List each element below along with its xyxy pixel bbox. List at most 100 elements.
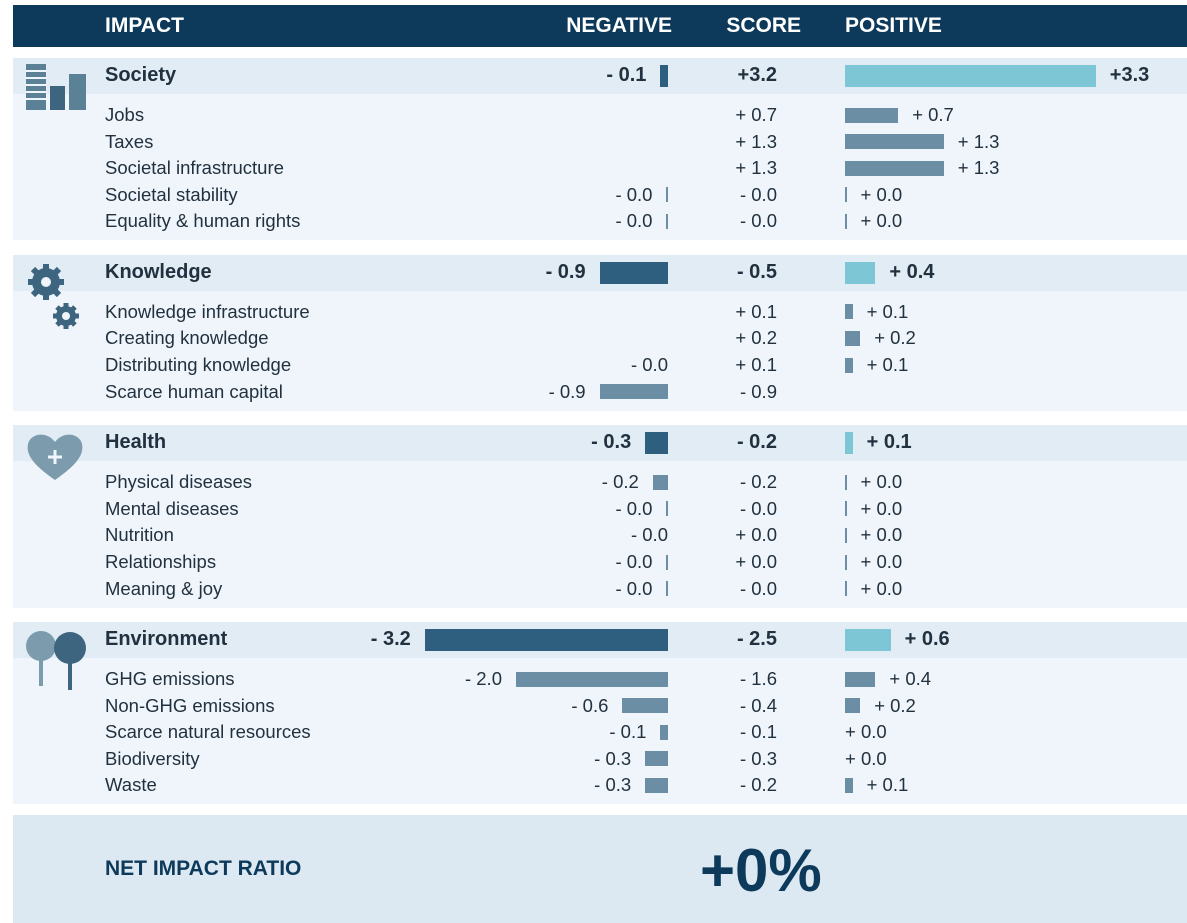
score: + 0.1 xyxy=(735,300,777,322)
negative-label: - 0.1 xyxy=(609,721,647,743)
positive-bar xyxy=(845,581,847,597)
item-name: Knowledge infrastructure xyxy=(105,300,310,322)
negative-label: - 0.0 xyxy=(615,210,653,232)
negative-bar xyxy=(599,384,668,400)
item-name: Meaning & joy xyxy=(105,577,223,599)
negative-bar xyxy=(652,474,668,490)
positive-label: +3.3 xyxy=(1109,64,1150,86)
score: - 0.4 xyxy=(739,694,777,716)
negative-bar xyxy=(666,187,668,203)
group-name: Environment xyxy=(105,628,228,651)
item-name: Scarce human capital xyxy=(105,380,283,402)
header-column: POSITIVE xyxy=(845,14,942,37)
positive-bar xyxy=(845,474,847,490)
item-name: Equality & human rights xyxy=(105,210,301,232)
score: - 1.6 xyxy=(739,668,777,689)
positive-bar xyxy=(845,261,876,284)
header-column: IMPACT xyxy=(105,14,184,37)
positive-bar xyxy=(845,778,853,793)
item-name: Waste xyxy=(105,774,157,796)
negative-bar xyxy=(645,432,668,455)
positive-label: + 0.0 xyxy=(860,497,903,519)
negative-label: - 0.9 xyxy=(548,380,586,402)
item-name: Biodiversity xyxy=(105,747,200,769)
score: +3.2 xyxy=(737,64,777,86)
positive-bar xyxy=(845,134,944,150)
negative-label: - 0.0 xyxy=(615,497,653,519)
positive-label: + 0.4 xyxy=(889,668,932,689)
society-icon xyxy=(26,64,86,110)
header-bar xyxy=(13,5,1187,47)
negative-bar xyxy=(660,65,668,87)
item-name: Nutrition xyxy=(105,524,174,546)
environment-icon xyxy=(26,631,86,690)
negative-label: - 2.0 xyxy=(464,668,502,689)
negative-bar xyxy=(645,751,668,767)
negative-bar xyxy=(645,778,668,793)
positive-label: + 1.3 xyxy=(957,130,1000,152)
positive-bar xyxy=(845,107,899,123)
item-name: GHG emissions xyxy=(105,668,235,689)
net-impact-box xyxy=(13,815,1187,923)
score: + 1.3 xyxy=(735,157,777,179)
positive-label: + 0.0 xyxy=(860,577,903,599)
item-name: Societal stability xyxy=(105,183,238,205)
positive-bar xyxy=(845,160,944,176)
score: + 1.3 xyxy=(735,130,777,152)
positive-label: + 1.3 xyxy=(957,157,1000,179)
group-name: Knowledge xyxy=(105,260,212,283)
item-name: Societal infrastructure xyxy=(105,157,284,179)
positive-label: + 0.4 xyxy=(889,260,935,283)
negative-label: - 0.3 xyxy=(594,747,632,769)
negative-label: - 0.0 xyxy=(630,524,668,546)
negative-bar xyxy=(424,629,668,652)
positive-label: + 0.0 xyxy=(845,721,887,743)
score: - 0.1 xyxy=(739,721,777,743)
negative-bar xyxy=(666,581,668,597)
score: + 0.7 xyxy=(735,103,777,125)
header-column: SCORE xyxy=(726,14,801,37)
negative-label: - 0.3 xyxy=(594,774,632,796)
item-name: Relationships xyxy=(105,550,217,572)
score: - 0.5 xyxy=(736,260,777,283)
negative-label: - 0.6 xyxy=(571,694,609,716)
positive-bar xyxy=(845,671,876,687)
negative-label: - 0.0 xyxy=(615,577,653,599)
score: - 0.2 xyxy=(736,431,777,454)
group-name: Society xyxy=(105,64,177,86)
negative-label: - 0.0 xyxy=(615,550,653,572)
item-name: Creating knowledge xyxy=(105,327,269,349)
score: - 2.5 xyxy=(736,628,777,651)
positive-bar xyxy=(845,554,847,570)
negative-label: - 0.9 xyxy=(545,260,586,283)
positive-label: + 0.6 xyxy=(904,628,950,651)
negative-label: - 0.2 xyxy=(601,471,639,493)
positive-label: + 0.0 xyxy=(860,183,903,205)
positive-bar xyxy=(845,527,847,543)
score: + 0.2 xyxy=(735,327,777,349)
negative-bar xyxy=(622,698,668,714)
positive-label: + 0.0 xyxy=(860,524,903,546)
score: - 0.9 xyxy=(739,380,777,402)
positive-bar xyxy=(845,357,853,373)
positive-bar xyxy=(845,304,853,320)
positive-bar xyxy=(845,432,853,455)
score: - 0.2 xyxy=(739,774,777,796)
negative-label: - 0.0 xyxy=(615,183,653,205)
negative-label: - 3.2 xyxy=(370,628,411,651)
positive-bar xyxy=(845,187,847,203)
positive-label: + 0.1 xyxy=(866,354,909,375)
score: - 0.0 xyxy=(739,497,777,519)
positive-label: + 0.1 xyxy=(866,774,909,796)
negative-bar xyxy=(666,213,668,229)
positive-bar xyxy=(845,501,847,517)
net-impact-value: +0% xyxy=(700,837,822,904)
health-icon xyxy=(27,434,83,480)
net-impact-label: NET IMPACT RATIO xyxy=(105,857,302,880)
positive-label: + 0.1 xyxy=(866,431,912,454)
score: - 0.0 xyxy=(739,577,777,599)
positive-bar xyxy=(845,65,1096,87)
positive-bar xyxy=(845,213,847,229)
item-name: Non-GHG emissions xyxy=(105,694,275,716)
score: + 0.0 xyxy=(735,524,777,546)
